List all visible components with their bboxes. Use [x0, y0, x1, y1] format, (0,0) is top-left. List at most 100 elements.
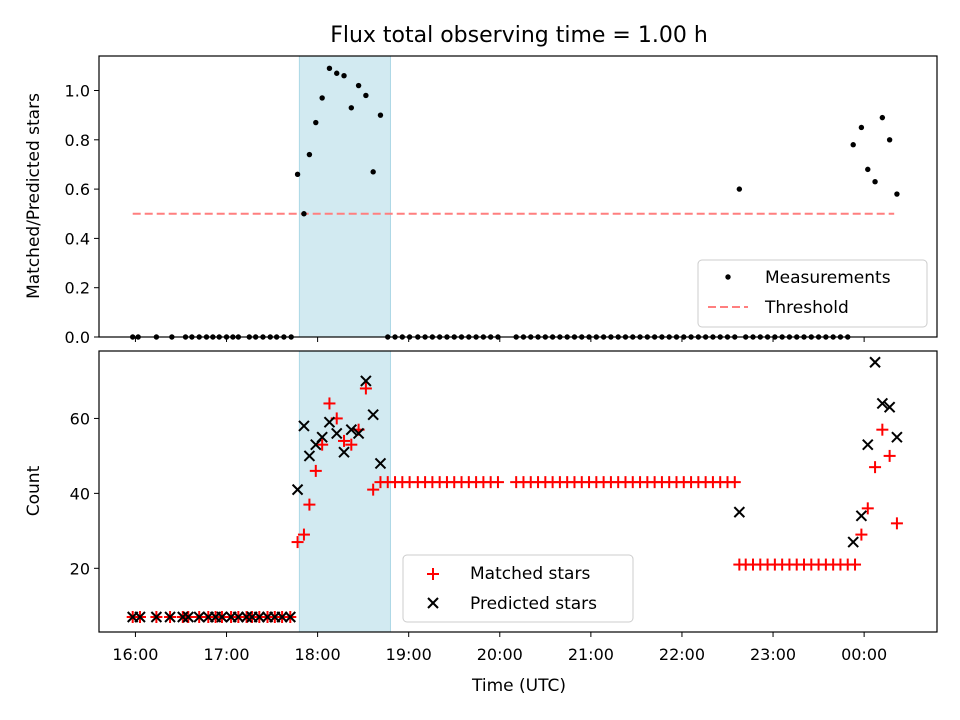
matched-star-point	[869, 461, 882, 474]
top-plot-frame	[98, 55, 938, 338]
legend-measurements-marker	[725, 274, 731, 280]
legend-threshold-label: Threshold	[764, 298, 849, 318]
matched-star-point	[303, 498, 316, 511]
legend-measurements-label: Measurements	[765, 268, 891, 288]
measurement-point	[894, 191, 900, 197]
chart-title: Flux total observing time = 1.00 h	[330, 23, 708, 48]
top-ytick-label: 0.4	[65, 229, 90, 248]
top-ytick-label: 1.0	[65, 82, 90, 101]
predicted-star-point	[323, 416, 336, 428]
xtick-label: 20:00	[477, 645, 523, 664]
predicted-star-point	[164, 611, 176, 623]
xtick-label: 21:00	[568, 645, 614, 664]
xtick-label: 17:00	[203, 645, 249, 664]
xtick-label: 19:00	[386, 645, 432, 664]
predicted-star-point	[298, 420, 310, 432]
measurement-point	[370, 169, 376, 175]
measurement-point	[377, 112, 384, 118]
matched-star-point	[728, 476, 741, 489]
xtick-label: 16:00	[112, 645, 158, 664]
predicted-star-point	[291, 483, 304, 496]
predicted-star-point	[345, 423, 358, 436]
measurement-point	[886, 137, 893, 143]
predicted-star-point	[876, 397, 889, 410]
matched-star-point	[323, 397, 336, 410]
predicted-star-point	[150, 611, 163, 623]
predicted-star-point	[855, 510, 868, 522]
matched-star-point	[491, 476, 504, 489]
predicted-star-point	[862, 438, 874, 451]
matched-star-point	[849, 558, 862, 571]
predicted-star-point	[360, 375, 372, 387]
top-legend-box	[697, 259, 928, 328]
predicted-star-point	[733, 506, 746, 518]
predicted-star-point	[316, 431, 328, 443]
predicted-star-point	[232, 611, 245, 623]
bottom-ytick-label: 40	[70, 484, 90, 503]
predicted-star-point	[253, 611, 266, 623]
top-ytick-label: 0.0	[65, 328, 90, 347]
top-ytick-label: 0.8	[65, 131, 90, 150]
measurement-point	[363, 92, 369, 99]
bottom-legend-box	[402, 554, 634, 623]
predicted-star-point	[367, 408, 379, 421]
predicted-star-point	[847, 536, 859, 548]
predicted-star-point	[338, 446, 350, 458]
measurement-point	[355, 82, 362, 89]
predicted-star-point	[284, 611, 296, 623]
xtick-label: 22:00	[659, 645, 705, 664]
matched-star-point	[316, 438, 329, 451]
matched-star-point	[876, 423, 889, 436]
bottom-ytick-label: 20	[70, 559, 90, 578]
predicted-star-point	[883, 401, 896, 413]
legend-matched-marker	[427, 568, 439, 580]
matched-star-point	[338, 434, 351, 447]
legend-predicted-label: Predicted stars	[470, 594, 597, 614]
predicted-star-point	[216, 611, 228, 623]
xtick-label: 23:00	[750, 645, 796, 664]
predicted-star-point	[331, 427, 343, 440]
top-ytick-label: 0.6	[65, 180, 90, 199]
predicted-star-point	[276, 611, 288, 623]
predicted-star-point	[374, 457, 387, 470]
predicted-star-point	[303, 450, 316, 462]
measurement-point	[313, 119, 319, 126]
top-ytick-label: 0.2	[65, 279, 90, 298]
measurement-point	[319, 95, 325, 101]
matched-star-point	[297, 528, 310, 541]
predicted-star-point	[891, 431, 903, 443]
legend-predicted-marker	[427, 597, 439, 609]
x-axis-label: Time (UTC)	[471, 676, 566, 696]
top-y-axis-label: Matched/Predicted stars	[24, 93, 44, 299]
top-panel: 0.0 0.2 0.4 0.6 0.8 1.0 Matched/Predicted sta…	[24, 55, 938, 347]
bottom-legend: Matched stars Predicted stars	[402, 554, 634, 623]
predicted-star-point	[352, 427, 365, 440]
predicted-star-point	[193, 611, 205, 623]
predicted-star-point	[869, 356, 881, 368]
bottom-panel: 20 40 60 16:00 17:00 18:00 19:00 20:00 21:00 22:…	[24, 350, 938, 696]
measurement-point	[341, 73, 347, 79]
measurement-point	[865, 166, 871, 173]
xtick-label: 18:00	[295, 645, 341, 664]
xtick-label: 00:00	[841, 645, 887, 664]
measurement-point	[301, 211, 307, 217]
matched-star-point	[855, 528, 868, 541]
measurement-point	[348, 105, 355, 111]
measurement-point	[858, 124, 865, 131]
matched-star-point	[861, 502, 874, 515]
matched-star-point	[890, 517, 903, 530]
measurement-point	[306, 151, 313, 158]
matched-star-point	[291, 536, 304, 549]
legend-matched-label: Matched stars	[470, 564, 590, 584]
bottom-plot-frame	[98, 350, 938, 633]
measurement-point	[850, 142, 856, 148]
measurement-point	[294, 171, 301, 178]
measurement-point	[326, 65, 333, 72]
measurement-point	[872, 179, 878, 185]
measurement-point	[334, 70, 340, 76]
matched-star-point	[309, 464, 322, 477]
matched-star-point	[359, 382, 372, 395]
matched-star-point	[367, 483, 380, 496]
bottom-highlight-band	[298, 350, 391, 633]
